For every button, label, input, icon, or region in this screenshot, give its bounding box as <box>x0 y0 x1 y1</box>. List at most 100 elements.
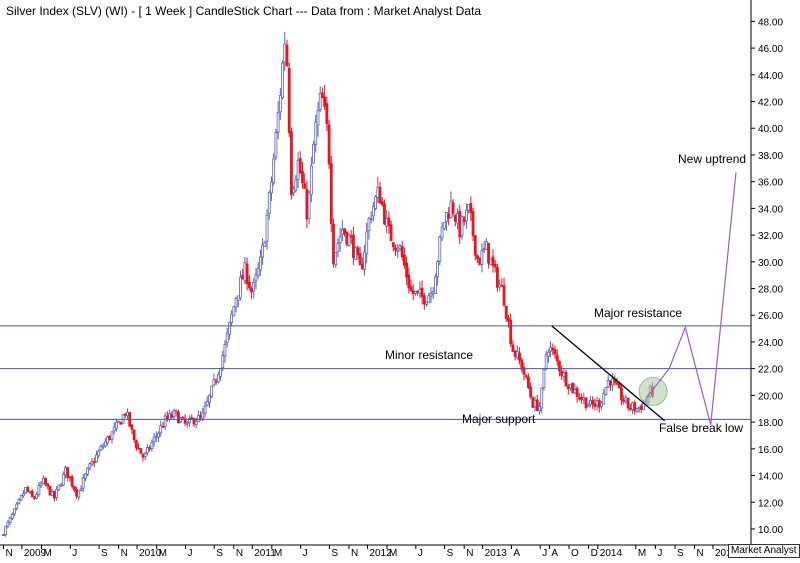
candle-body-down <box>391 242 395 248</box>
candles-layer <box>2 31 654 537</box>
candle-body-down <box>560 370 564 376</box>
candle-body-up <box>425 301 428 305</box>
candle-body-up <box>546 351 550 357</box>
x-tick-label: N <box>351 548 358 558</box>
candle-body-up <box>55 489 59 498</box>
candle-body-up <box>278 95 282 113</box>
y-tick-label: 10.00 <box>758 525 783 536</box>
y-tick-label: 20.00 <box>758 391 783 402</box>
candle-body-up <box>484 241 488 250</box>
annotation-false-break-low: False break low <box>659 421 743 435</box>
candle-body-down <box>575 387 579 398</box>
candle-body-up <box>106 436 109 444</box>
candle-body-up <box>84 473 87 479</box>
candle-body-down <box>321 92 324 99</box>
candle-body-down <box>68 476 72 479</box>
candle-body-up <box>121 414 125 424</box>
candle-body-down <box>511 344 515 352</box>
candle-body-down <box>620 387 623 401</box>
candle-body-up <box>312 143 315 164</box>
candle-body-up <box>110 431 114 441</box>
candle-body-up <box>637 406 641 409</box>
candle-body-up <box>208 394 211 403</box>
x-tick-label: S <box>331 548 338 558</box>
x-tick-label: 2012 <box>369 548 392 558</box>
y-tick-label: 12.00 <box>758 498 783 509</box>
candle-body-down <box>349 235 353 238</box>
x-tick-label: N <box>697 548 704 558</box>
y-tick-label: 26.00 <box>758 311 783 322</box>
candle-body-down <box>48 485 52 496</box>
candle-body-down <box>566 386 570 389</box>
candle-body-up <box>367 217 371 232</box>
candle-body-down <box>332 223 335 265</box>
candle-body-down <box>409 286 413 291</box>
candle-body-down <box>183 418 187 424</box>
candle-body-up <box>259 256 262 271</box>
x-tick-label: N <box>466 548 473 558</box>
candle-body-up <box>41 477 45 484</box>
candle-body-down <box>134 440 138 449</box>
candle-body-down <box>325 103 329 124</box>
x-tick-label: J <box>542 548 547 558</box>
candle-body-down <box>245 263 249 285</box>
x-tick-label: 2011 <box>254 548 276 558</box>
candle-body-up <box>606 380 610 388</box>
candle-body-down <box>165 415 169 420</box>
x-tick-label: 2013 <box>485 548 508 558</box>
candle-body-up <box>374 196 377 210</box>
candle-body-down <box>380 201 384 205</box>
candle-body-up <box>533 399 537 408</box>
candle-body-down <box>137 447 140 450</box>
candle-body-up <box>28 491 32 494</box>
x-tick-label: 2014 <box>600 548 623 558</box>
candle-body-up <box>216 374 220 383</box>
candle-body-down <box>496 267 499 288</box>
candle-body-up <box>385 218 389 227</box>
x-tick-label: N <box>236 548 243 558</box>
y-tick-label: 38.00 <box>758 151 783 162</box>
candle-body-up <box>81 477 85 489</box>
candle-body-up <box>97 450 101 457</box>
y-tick-label: 36.00 <box>758 178 783 189</box>
candle-body-up <box>427 295 431 304</box>
annotation-major-support: Major support <box>462 412 536 426</box>
candle-body-up <box>163 415 167 427</box>
candle-body-up <box>261 244 265 258</box>
candle-body-up <box>292 188 296 194</box>
candle-body-up <box>2 534 5 537</box>
candle-body-down <box>504 305 508 319</box>
candle-body-up <box>103 441 107 447</box>
candle-body-down <box>387 217 391 227</box>
x-tick-label: A <box>551 548 558 558</box>
candle-body-down <box>462 217 466 223</box>
candle-body-down <box>241 275 245 280</box>
x-tick-label: 2015 <box>715 548 738 558</box>
candle-body-down <box>70 476 74 487</box>
candle-body-down <box>290 131 293 196</box>
candle-body-up <box>318 92 322 110</box>
candle-body-down <box>148 447 152 450</box>
candle-body-down <box>471 211 475 237</box>
candle-body-up <box>225 332 229 344</box>
candle-body-down <box>46 483 50 487</box>
candle-body-down <box>402 254 406 266</box>
axes-layer <box>0 0 800 546</box>
projected-path <box>645 172 737 425</box>
candle-body-up <box>154 435 158 438</box>
candle-body-down <box>478 258 482 266</box>
candle-body-up <box>283 43 287 63</box>
candle-body-up <box>482 248 486 251</box>
candle-body-down <box>555 354 559 362</box>
candle-body-up <box>589 399 592 405</box>
y-tick-label: 28.00 <box>758 285 783 296</box>
candle-body-up <box>595 400 599 406</box>
candle-body-up <box>196 414 200 423</box>
candle-body-down <box>161 425 165 428</box>
candle-body-down <box>633 402 637 412</box>
candle-body-up <box>185 422 189 425</box>
candle-body-up <box>307 192 311 220</box>
y-tick-label: 46.00 <box>758 44 783 55</box>
candle-body-down <box>524 375 528 378</box>
